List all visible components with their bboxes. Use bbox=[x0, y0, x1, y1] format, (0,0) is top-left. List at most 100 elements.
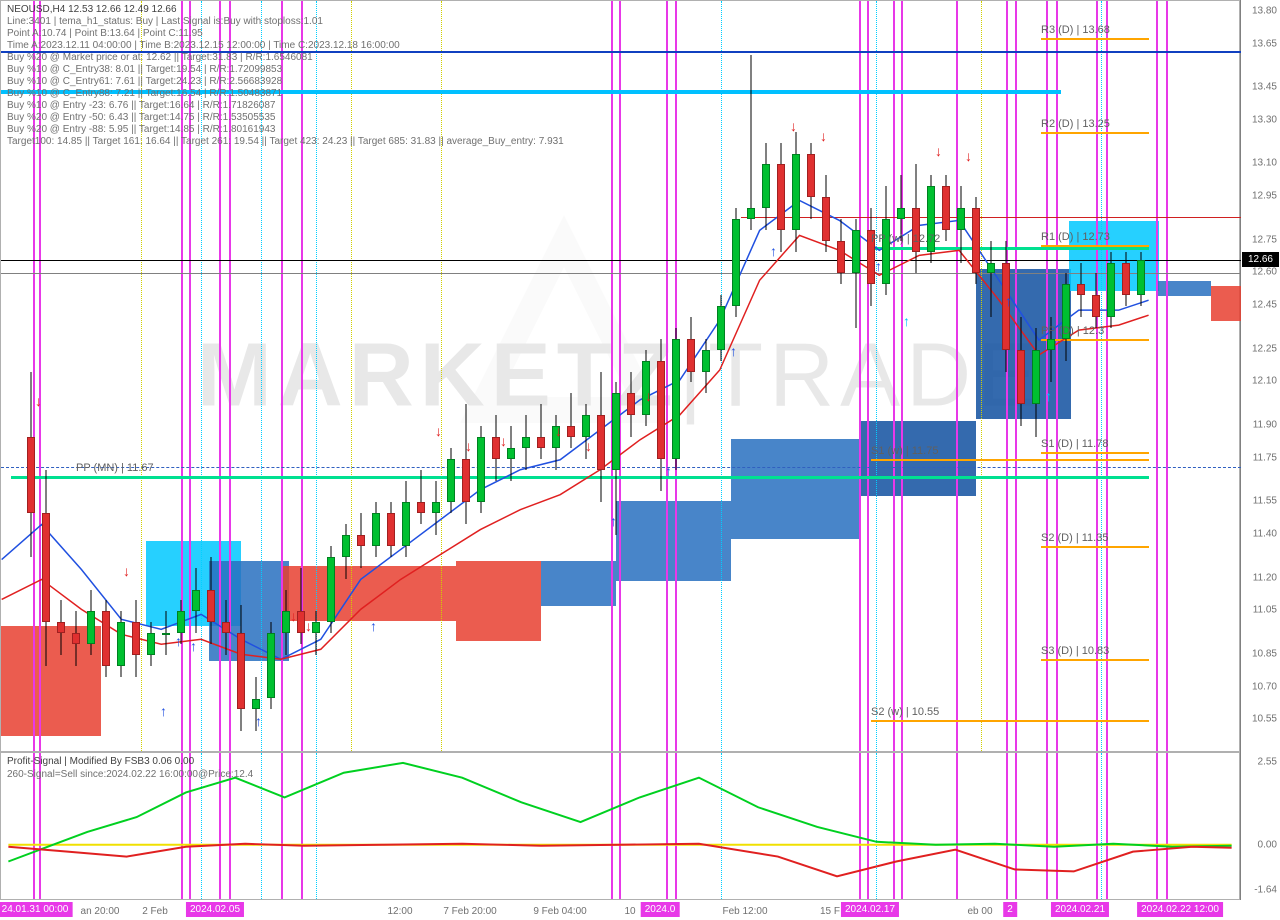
arrow-down-icon: ↓ bbox=[790, 118, 797, 134]
candle bbox=[1107, 252, 1115, 328]
vline-cyan bbox=[721, 753, 722, 899]
pivot-label: S1 (D) | 11.78 bbox=[1041, 438, 1108, 450]
candle bbox=[807, 143, 815, 219]
x-tick-label: 10 bbox=[624, 906, 635, 917]
y-tick-label: 11.05 bbox=[1253, 605, 1277, 616]
candle bbox=[207, 557, 215, 644]
x-tick-label: 15 F bbox=[820, 906, 840, 917]
pivot-line bbox=[1041, 132, 1149, 134]
vline-yellow bbox=[441, 1, 442, 751]
y-tick-label: 11.75 bbox=[1253, 452, 1277, 463]
arrow-up-icon: ↑ bbox=[1005, 293, 1012, 309]
vline-magenta bbox=[901, 753, 903, 899]
y-tick-label: 12.95 bbox=[1252, 191, 1277, 202]
y-tick-label: 2.55 bbox=[1258, 757, 1277, 768]
ichimoku-cloud bbox=[209, 561, 289, 661]
y-tick-label: 12.25 bbox=[1252, 343, 1277, 354]
horizontal-line bbox=[1, 467, 1241, 468]
ichimoku-cloud bbox=[281, 566, 456, 621]
pivot-line bbox=[1041, 339, 1149, 341]
candle bbox=[447, 448, 455, 513]
arrow-down-icon: ↓ bbox=[500, 433, 507, 449]
candle bbox=[522, 415, 530, 469]
ichimoku-cloud bbox=[541, 561, 616, 606]
x-tick-label: 2024.0 bbox=[641, 902, 680, 917]
vline-magenta bbox=[1015, 753, 1017, 899]
x-tick-label: 24.01.31 00:00 bbox=[0, 902, 72, 917]
vline-magenta bbox=[901, 1, 903, 751]
x-tick-label: 7 Feb 20:00 bbox=[443, 906, 496, 917]
candle bbox=[822, 175, 830, 251]
ichimoku-cloud bbox=[731, 439, 861, 539]
candle bbox=[1137, 252, 1145, 306]
arrow-up-icon: ↑ bbox=[610, 513, 617, 529]
candle bbox=[657, 339, 665, 492]
candle bbox=[927, 175, 935, 262]
pivot-line bbox=[1041, 546, 1149, 548]
candle bbox=[87, 590, 95, 655]
x-tick-label: 2 bbox=[1003, 902, 1017, 917]
symbol-header: NEOUSD,H4 12.53 12.66 12.49 12.66 bbox=[7, 4, 177, 16]
y-axis-indicator: 2.550.00-1.64 bbox=[1240, 752, 1280, 900]
x-tick-label: 2024.02.05 bbox=[186, 902, 244, 917]
y-tick-label: 13.80 bbox=[1252, 5, 1277, 16]
y-tick-label: 10.55 bbox=[1252, 714, 1277, 725]
candle bbox=[492, 415, 500, 480]
vline-magenta bbox=[611, 753, 613, 899]
candle bbox=[432, 481, 440, 535]
vline-magenta bbox=[1046, 753, 1048, 899]
x-tick-label: 9 Feb 04:00 bbox=[533, 906, 586, 917]
candle bbox=[42, 470, 50, 666]
candle bbox=[852, 219, 860, 328]
vline-magenta bbox=[675, 753, 677, 899]
y-tick-label: 13.10 bbox=[1252, 158, 1277, 169]
candle bbox=[372, 502, 380, 556]
ichimoku-cloud bbox=[616, 501, 731, 581]
vline-magenta bbox=[281, 753, 283, 899]
y-tick-label: 11.20 bbox=[1253, 572, 1277, 583]
arrow-up-icon: ↑ bbox=[370, 618, 377, 634]
vline-cyan bbox=[316, 753, 317, 899]
pivot-line bbox=[871, 459, 1149, 461]
candle bbox=[132, 600, 140, 676]
pivot-line bbox=[1041, 659, 1149, 661]
vline-magenta bbox=[867, 1, 869, 751]
candle bbox=[627, 372, 635, 437]
x-tick-label: 2024.02.17 bbox=[841, 902, 899, 917]
arrow-up-icon: ↑ bbox=[190, 638, 197, 654]
vline-magenta bbox=[619, 753, 621, 899]
pivot-label: S2 (w) | 10.55 bbox=[871, 706, 939, 718]
info-line: Buy %10 @ Entry -23: 6.76 || Target:16.6… bbox=[7, 100, 275, 112]
arrow-up-icon: ↑ bbox=[770, 243, 777, 259]
candle bbox=[972, 197, 980, 284]
candle bbox=[1032, 328, 1040, 437]
y-tick-label: 13.30 bbox=[1252, 114, 1277, 125]
arrow-down-icon: ↓ bbox=[435, 423, 442, 439]
vline-magenta bbox=[956, 1, 958, 751]
vline-magenta bbox=[1106, 1, 1108, 751]
main-chart-panel[interactable]: MARKETZ|TRADE NEOUSD,H4 12.53 12.66 12.4… bbox=[0, 0, 1240, 752]
indicator-signal-text: 260-Signal=Sell since:2024.02.22 16:00:0… bbox=[7, 769, 253, 781]
vline-magenta bbox=[859, 1, 861, 751]
vline-yellow bbox=[981, 1, 982, 751]
indicator-panel[interactable]: Profit-Signal | Modified By FSB3 0.06 0.… bbox=[0, 752, 1240, 900]
arrow-down-icon: ↓ bbox=[965, 148, 972, 164]
y-tick-label: 11.40 bbox=[1253, 529, 1277, 540]
candle bbox=[987, 241, 995, 317]
candle bbox=[147, 622, 155, 666]
candle bbox=[222, 600, 230, 654]
candle bbox=[1122, 252, 1130, 306]
vline-cyan bbox=[1101, 753, 1102, 899]
pivot-label: PP (w) | 12.72 bbox=[871, 233, 940, 245]
candle bbox=[282, 590, 290, 655]
vline-magenta bbox=[1006, 1, 1008, 751]
x-tick-label: eb 00 bbox=[967, 906, 992, 917]
pivot-label: S2 (D) | 11.35 bbox=[1041, 532, 1108, 544]
candle bbox=[1092, 273, 1100, 327]
candle bbox=[732, 208, 740, 317]
candle bbox=[507, 426, 515, 480]
arrow-down-icon: ↓ bbox=[305, 618, 312, 634]
vline-cyan bbox=[721, 1, 722, 751]
vline-magenta bbox=[956, 753, 958, 899]
arrow-down-icon: ↓ bbox=[820, 128, 827, 144]
